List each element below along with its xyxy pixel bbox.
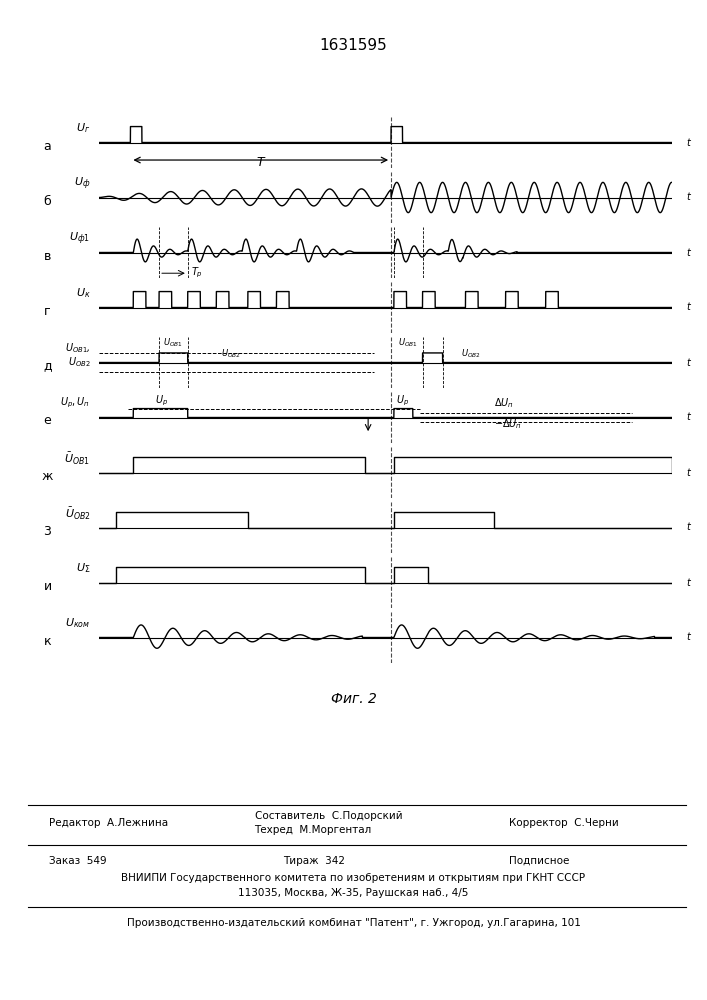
- Text: $U_р,U_п$: $U_р,U_п$: [60, 396, 90, 410]
- Text: $U_{ОВ1}$,: $U_{ОВ1}$,: [64, 341, 90, 355]
- Text: $\bar{U}_{ОВ1}$: $\bar{U}_{ОВ1}$: [64, 451, 90, 467]
- Text: t: t: [686, 633, 690, 643]
- Text: ВНИИПИ Государственного комитета по изобретениям и открытиям при ГКНТ СССР: ВНИИПИ Государственного комитета по изоб…: [122, 873, 585, 883]
- Text: Составитель  С.Подорский: Составитель С.Подорский: [255, 811, 402, 821]
- Text: $U_р$: $U_р$: [396, 394, 409, 408]
- Text: е: е: [44, 414, 52, 427]
- Text: $U_{ф1}$: $U_{ф1}$: [69, 231, 90, 247]
- Text: t: t: [686, 358, 690, 367]
- Text: к: к: [44, 635, 51, 648]
- Text: t: t: [686, 468, 690, 478]
- Text: 1631595: 1631595: [320, 38, 387, 53]
- Text: Корректор  С.Черни: Корректор С.Черни: [509, 818, 619, 828]
- Text: $U_Σ$: $U_Σ$: [76, 561, 90, 575]
- Text: $U_{ОВ2}$: $U_{ОВ2}$: [461, 347, 481, 360]
- Text: $U_{ОВ2}$: $U_{ОВ2}$: [68, 355, 90, 369]
- Text: $U_{ОВ1}$: $U_{ОВ1}$: [163, 337, 183, 349]
- Text: $\Delta U_п$: $\Delta U_п$: [494, 397, 514, 410]
- Text: $U_{ком}$: $U_{ком}$: [65, 616, 90, 630]
- Text: t: t: [686, 192, 690, 202]
- Text: t: t: [686, 578, 690, 588]
- Text: Тираж  342: Тираж 342: [283, 856, 345, 866]
- Text: г: г: [44, 305, 51, 318]
- Text: в: в: [44, 250, 51, 263]
- Text: 113035, Москва, Ж-35, Раушская наб., 4/5: 113035, Москва, Ж-35, Раушская наб., 4/5: [238, 888, 469, 898]
- Text: $U_р$: $U_р$: [156, 394, 168, 408]
- Text: д: д: [43, 359, 52, 372]
- Text: ж: ж: [42, 470, 53, 483]
- Text: Техред  М.Моргентал: Техред М.Моргентал: [255, 825, 372, 835]
- Text: Т: Т: [257, 156, 264, 169]
- Text: $U_{ОВ1}$: $U_{ОВ1}$: [398, 337, 418, 349]
- Text: $U_ф$: $U_ф$: [74, 176, 90, 192]
- Text: t: t: [686, 522, 690, 532]
- Text: а: а: [44, 140, 52, 153]
- Text: Фиг. 2: Фиг. 2: [331, 692, 376, 706]
- Text: $U_к$: $U_к$: [76, 286, 90, 300]
- Text: $T_р$: $T_р$: [191, 266, 202, 280]
- Text: $U_{ОВ2}$: $U_{ОВ2}$: [221, 347, 240, 360]
- Text: t: t: [686, 302, 690, 312]
- Text: Редактор  А.Лежнина: Редактор А.Лежнина: [49, 818, 168, 828]
- Text: $U_г$: $U_г$: [76, 121, 90, 135]
- Text: Подписное: Подписное: [509, 856, 569, 866]
- Text: t: t: [686, 137, 690, 147]
- Text: $\bar{U}_{ОВ2}$: $\bar{U}_{ОВ2}$: [64, 506, 90, 522]
- Text: 3: 3: [44, 525, 52, 538]
- Text: Производственно-издательский комбинат "Патент", г. Ужгород, ул.Гагарина, 101: Производственно-издательский комбинат "П…: [127, 918, 580, 928]
- Text: б: б: [44, 195, 52, 208]
- Text: $-\Delta U_п$: $-\Delta U_п$: [494, 417, 522, 431]
- Text: t: t: [686, 412, 690, 422]
- Text: Заказ  549: Заказ 549: [49, 856, 107, 866]
- Text: t: t: [686, 247, 690, 257]
- Text: и: и: [43, 580, 52, 593]
